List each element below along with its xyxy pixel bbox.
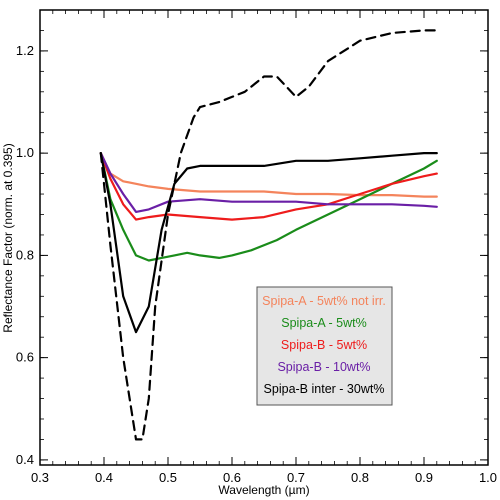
ticks-group	[39, 10, 489, 465]
legend-entry-4: Spipa-B inter - 30wt%	[264, 382, 385, 396]
legend-entry-1: Spipa-A - 5wt%	[281, 316, 366, 330]
series-line-3	[99, 152, 438, 213]
series-line-5	[99, 29, 438, 441]
tick-labels-group: 0.3 0.4 0.5 0.6 0.7 0.8 0.9 1.0 0.4 0.6 0.8 1.0 1.2	[16, 43, 497, 485]
series-line-0	[99, 152, 438, 198]
y-tick-label: 0.8	[16, 247, 34, 262]
x-tick-label: 0.3	[31, 470, 49, 485]
x-tick-label: 0.9	[415, 470, 433, 485]
legend-entries: Spipa-A - 5wt% not irr. Spipa-A - 5wt% Spi…	[262, 294, 386, 396]
y-tick-label: 0.4	[16, 452, 34, 467]
x-tick-label: 0.4	[95, 470, 113, 485]
x-tick-label: 0.6	[223, 470, 241, 485]
x-tick-label: 0.8	[351, 470, 369, 485]
x-tick-label: 0.5	[159, 470, 177, 485]
series-line-1	[99, 152, 438, 262]
legend-entry-3: Spipa-B - 10wt%	[277, 360, 370, 374]
series-line-4	[99, 152, 438, 334]
x-axis-title: Wavelength (µm)	[218, 483, 309, 497]
legend-entry-0: Spipa-A - 5wt% not irr.	[262, 294, 386, 308]
legend-box	[256, 286, 393, 406]
y-tick-label: 1.2	[16, 43, 34, 58]
series-line-2	[99, 152, 438, 221]
x-tick-label: 1.0	[479, 470, 497, 485]
series-lines-group	[99, 29, 438, 441]
legend-entry-2: Spipa-B - 5wt%	[281, 338, 367, 352]
legend: Spipa-A - 5wt% not irr. Spipa-A - 5wt% Spi…	[256, 286, 393, 406]
y-tick-label: 0.6	[16, 350, 34, 365]
y-axis-title: Reflectance Factor (norm. at 0.395)	[1, 143, 15, 332]
y-tick-label: 1.0	[16, 145, 34, 160]
x-tick-label: 0.7	[287, 470, 305, 485]
